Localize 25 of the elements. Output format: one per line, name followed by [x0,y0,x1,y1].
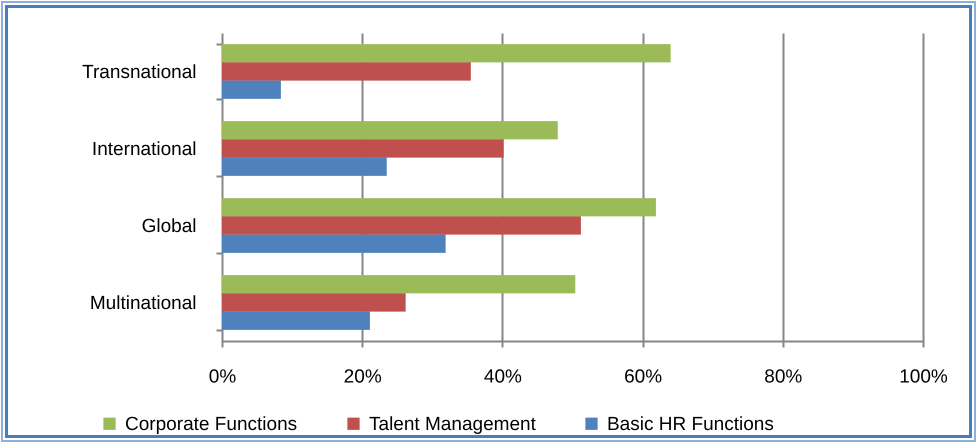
y-tick-label: Multinational [90,293,196,314]
bar [222,80,281,99]
y-tick-label: International [92,139,196,160]
bar [222,216,581,235]
y-tick-label: Transnational [82,62,196,83]
bar [222,44,671,62]
bar [222,198,656,216]
bar [222,121,558,140]
bar [222,139,504,158]
bar [222,234,446,253]
x-tick-label: 0% [208,366,236,388]
x-tick-label: 100% [899,366,948,388]
legend-label: Corporate Functions [125,414,298,435]
bar [222,312,370,330]
x-tick-label: 40% [484,366,522,388]
x-tick-label: 60% [624,366,662,388]
bar [222,158,387,176]
bar [222,62,471,81]
y-tick-label: Global [142,216,196,237]
bar [222,275,576,294]
x-tick-label: 20% [344,366,382,388]
x-tick-label: 80% [764,366,802,388]
legend-label: Talent Management [369,414,537,435]
legend-label: Basic HR Functions [607,414,774,435]
bar [222,293,406,312]
